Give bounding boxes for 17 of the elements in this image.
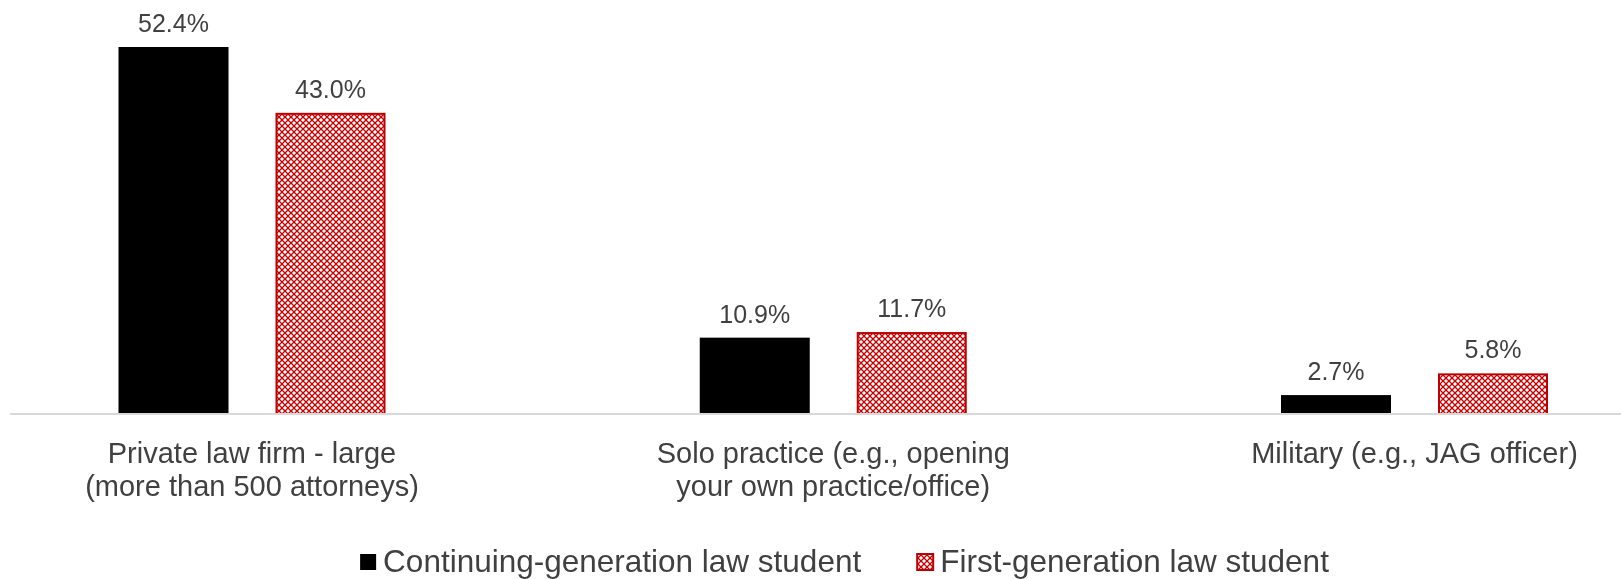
bar <box>1438 373 1548 415</box>
data-label: 2.7% <box>1307 357 1365 386</box>
bar <box>275 112 386 415</box>
data-label: 11.7% <box>877 294 947 323</box>
data-label: 10.9% <box>719 299 791 328</box>
bar <box>118 47 229 414</box>
legend-label: Continuing-generation law student <box>383 543 862 579</box>
bar <box>1281 395 1391 414</box>
data-label: 43.0% <box>295 74 366 103</box>
bar <box>856 332 967 415</box>
legend-label: First-generation law student <box>940 543 1330 579</box>
x-tick-label: Private law firm - large (more than 500 attorneys) <box>85 436 419 502</box>
data-label: 5.8% <box>1464 335 1522 364</box>
x-tick-label: Solo practice (e.g., opening your own practice/office) <box>656 436 1010 502</box>
data-label: 52.4% <box>138 9 209 37</box>
x-tick-label: Military (e.g., JAG officer) <box>1251 436 1578 469</box>
bar <box>699 337 810 414</box>
